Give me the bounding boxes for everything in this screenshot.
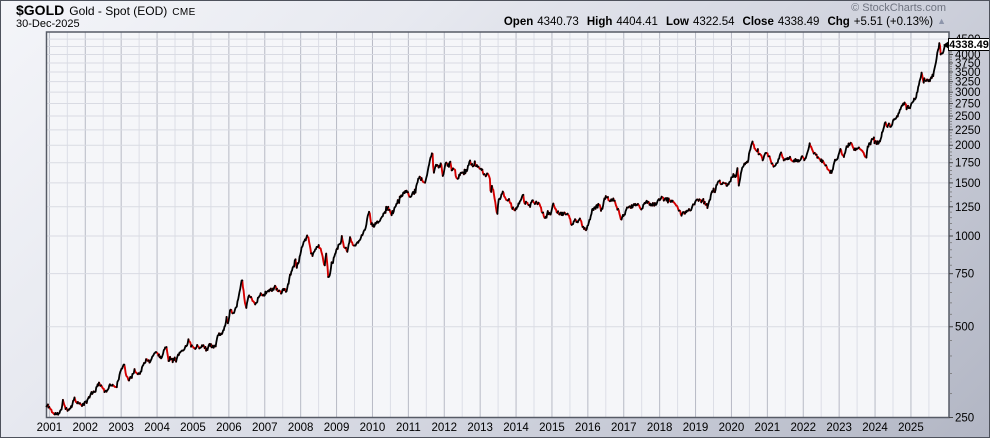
change-up-arrow-icon: ▲: [937, 16, 946, 26]
svg-text:2006: 2006: [216, 422, 242, 434]
exchange-label: CME: [172, 7, 196, 18]
svg-text:3750: 3750: [955, 58, 981, 70]
chg-label: Chg: [827, 16, 850, 28]
svg-text:2000: 2000: [955, 140, 981, 152]
copyright: © StockCharts.com: [851, 2, 946, 14]
svg-text:3250: 3250: [955, 77, 981, 89]
svg-text:2004: 2004: [144, 422, 170, 434]
svg-text:2021: 2021: [755, 422, 781, 434]
svg-text:2500: 2500: [955, 111, 981, 123]
chart-date: 30-Dec-2025: [16, 18, 80, 30]
svg-text:250: 250: [955, 413, 974, 425]
svg-text:2003: 2003: [108, 422, 134, 434]
svg-text:1750: 1750: [955, 158, 981, 170]
svg-text:2018: 2018: [647, 422, 673, 434]
svg-text:2007: 2007: [252, 422, 278, 434]
svg-text:500: 500: [955, 322, 974, 334]
svg-text:2001: 2001: [37, 422, 63, 434]
svg-text:2002: 2002: [72, 422, 98, 434]
close-label: Close: [742, 16, 774, 28]
high-value: 4404.41: [616, 16, 658, 28]
svg-text:2020: 2020: [719, 422, 745, 434]
svg-text:750: 750: [955, 269, 974, 281]
svg-text:2013: 2013: [467, 422, 493, 434]
svg-text:2022: 2022: [790, 422, 816, 434]
svg-text:3500: 3500: [955, 67, 981, 79]
price-callout-value: 4338.49: [949, 39, 989, 51]
svg-text:2008: 2008: [288, 422, 314, 434]
svg-text:2250: 2250: [955, 125, 981, 137]
last-price-label: 4338.49: [943, 38, 989, 51]
svg-text:2010: 2010: [360, 422, 386, 434]
svg-text:2011: 2011: [396, 422, 421, 434]
svg-text:2009: 2009: [324, 422, 350, 434]
svg-text:3000: 3000: [955, 87, 981, 99]
svg-text:2017: 2017: [611, 422, 637, 434]
chart-title: $GOLD Gold - Spot (EOD) CME: [16, 2, 196, 20]
svg-text:1500: 1500: [955, 178, 981, 190]
svg-text:2012: 2012: [431, 422, 457, 434]
svg-text:2015: 2015: [539, 422, 565, 434]
svg-text:1250: 1250: [955, 202, 981, 214]
svg-text:2025: 2025: [898, 422, 924, 434]
svg-text:2016: 2016: [575, 422, 601, 434]
symbol-description: Gold - Spot (EOD): [69, 4, 168, 18]
svg-text:4000: 4000: [955, 49, 981, 61]
symbol: $GOLD: [16, 2, 65, 18]
price-callout-arrow-icon: [943, 41, 949, 49]
close-value: 4338.49: [777, 16, 820, 28]
high-label: High: [586, 16, 613, 28]
low-label: Low: [665, 16, 689, 28]
open-label: Open: [503, 16, 534, 28]
svg-text:2014: 2014: [503, 422, 529, 434]
svg-text:2750: 2750: [955, 99, 981, 111]
low-value: 4322.54: [692, 16, 735, 28]
svg-text:2023: 2023: [826, 422, 852, 434]
svg-text:2019: 2019: [683, 422, 709, 434]
quote-line: Open 4340.73 High 4404.41 Low 4322.54 Close 433…: [504, 16, 946, 28]
open-value: 4340.73: [537, 16, 579, 28]
chg-value: +5.51 (+0.13%): [853, 16, 934, 28]
svg-text:2005: 2005: [180, 422, 206, 434]
svg-text:2024: 2024: [862, 422, 888, 434]
svg-text:1000: 1000: [955, 231, 981, 243]
